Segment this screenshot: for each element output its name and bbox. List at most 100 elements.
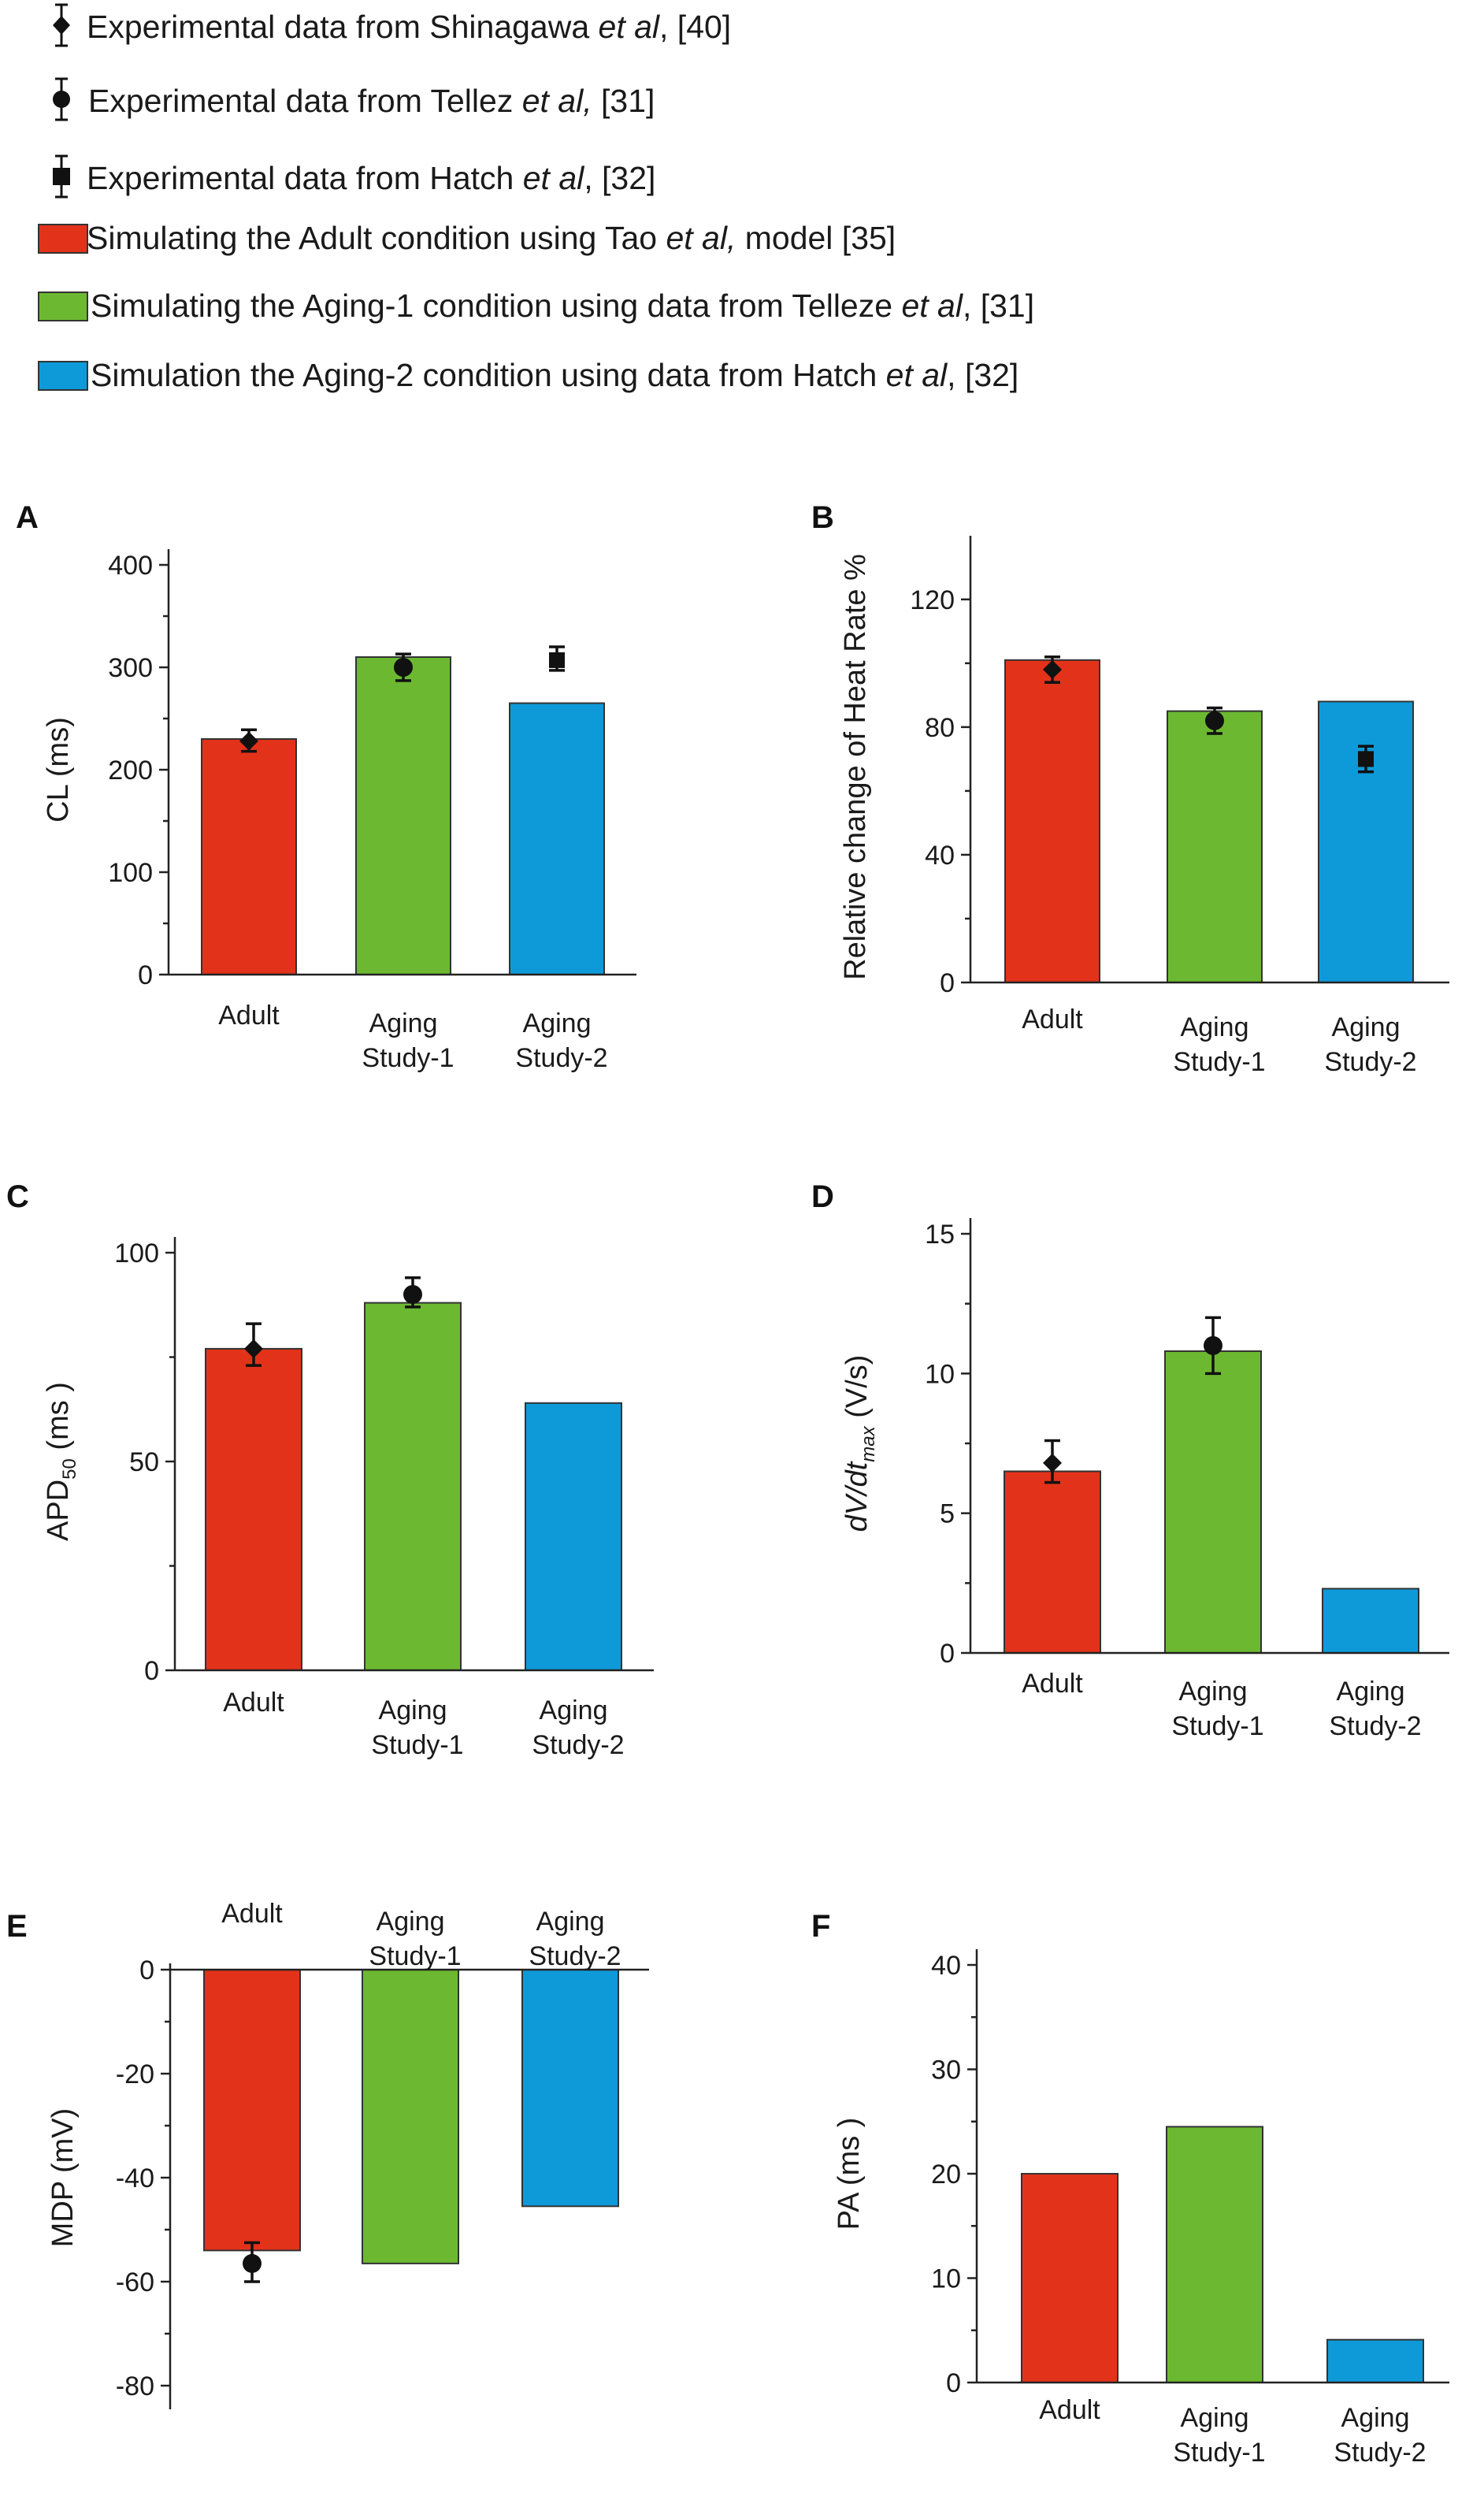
- diamond-marker: [1043, 659, 1062, 679]
- legend-item: Experimental data from Hatch et al, [32]: [32, 154, 655, 202]
- panel-b: B 0 40 80 120 Adult Aging Study-1 Aging Study-2 Re…: [811, 500, 1449, 1077]
- y-tick-label: 80: [925, 713, 955, 743]
- category-label: Adult: [1022, 1669, 1083, 1699]
- category-label: Study-1: [369, 1941, 461, 1971]
- square-marker: [1358, 751, 1374, 767]
- y-tick-label: 10: [931, 2264, 961, 2294]
- category-label: Aging: [1337, 1677, 1405, 1707]
- legend-label: Experimental data from Tellez et al, [31…: [88, 82, 655, 119]
- legend-item: Simulating the Aging-1 condition using d…: [32, 282, 1034, 329]
- bar: [355, 656, 451, 975]
- bar: [509, 702, 605, 975]
- y-tick-label: 5: [940, 1499, 955, 1529]
- category-label: Aging: [377, 1907, 445, 1937]
- aging2-swatch: [32, 351, 91, 399]
- bar: [1166, 2126, 1263, 2383]
- category-label: Study-2: [515, 1043, 607, 1073]
- y-tick-label: 0: [144, 1656, 159, 1686]
- circle-icon: [32, 77, 88, 124]
- y-tick-label: 200: [108, 756, 153, 786]
- y-tick-label: -40: [116, 2163, 154, 2193]
- legend: Experimental data from Shinagawa et al, …: [0, 0, 1484, 425]
- bar: [201, 738, 297, 975]
- bar: [1326, 2338, 1424, 2384]
- category-label: Aging: [1181, 1012, 1249, 1042]
- bar: [203, 1969, 301, 2252]
- y-axis-label: APD50 (ms ): [42, 1382, 80, 1541]
- circle-marker: [1205, 711, 1224, 730]
- aging1-swatch: [32, 282, 91, 329]
- y-tick-label: 400: [108, 551, 153, 581]
- y-tick-label: -20: [116, 2059, 154, 2089]
- y-tick-label: -60: [116, 2267, 154, 2297]
- category-label: Adult: [221, 1899, 283, 1929]
- bar: [521, 1969, 619, 2208]
- category-label: Study-1: [362, 1043, 454, 1073]
- category-label: Adult: [223, 1688, 284, 1718]
- y-axis-label: PA (ms ): [833, 2118, 866, 2230]
- bar: [1322, 1588, 1419, 1654]
- panel-f: F 0 10 20 30 40 Adult Aging Study-1 Aging Study-2 P…: [811, 1909, 1449, 2468]
- y-tick-label: 30: [931, 2056, 961, 2085]
- legend-item: Simulating the Adult condition using Tao…: [32, 214, 896, 262]
- panel-label: B: [811, 500, 834, 535]
- bar: [525, 1402, 622, 1672]
- bar: [1004, 659, 1100, 983]
- circle-marker: [403, 1285, 422, 1304]
- y-tick-label: 0: [138, 960, 153, 990]
- category-label: Aging: [523, 1008, 592, 1038]
- category-label: Study-2: [532, 1730, 624, 1760]
- y-tick-label: 0: [946, 2368, 961, 2398]
- panel-c: C 0 50 100 Adult Aging Study-1 Aging Study-2 APD5…: [6, 1179, 654, 1760]
- circle-marker: [243, 2253, 262, 2273]
- panel-a: A 0 100 200 300 400 Adult Aging Study-1 Aging Stud…: [16, 500, 636, 1073]
- category-label: Aging: [1181, 2403, 1249, 2433]
- legend-label: Simulating the Aging-1 condition using d…: [91, 287, 1035, 324]
- y-tick-label: 100: [108, 858, 153, 888]
- category-label: Study-2: [529, 1941, 621, 1971]
- diamond-icon: [32, 3, 87, 50]
- y-axis-label: Relative change of Heat Rate %: [839, 554, 872, 980]
- category-label: Study-1: [1173, 2438, 1265, 2468]
- diamond-marker: [244, 1339, 263, 1358]
- category-label: Study-2: [1329, 1711, 1421, 1741]
- y-tick-label: -80: [116, 2371, 154, 2401]
- y-tick-label: 120: [910, 585, 955, 615]
- y-tick-label: 40: [931, 1951, 961, 1981]
- category-label: Aging: [369, 1008, 438, 1038]
- y-tick-label: 0: [940, 968, 955, 998]
- category-label: Adult: [218, 1001, 280, 1031]
- category-label: Study-2: [1334, 2438, 1426, 2468]
- bar: [1318, 700, 1414, 983]
- legend-item: Experimental data from Tellez et al, [31…: [32, 77, 655, 124]
- category-label: Aging: [379, 1695, 447, 1725]
- legend-label: Experimental data from Shinagawa et al, …: [87, 8, 732, 45]
- legend-label: Experimental data from Hatch et al, [32]: [87, 159, 656, 196]
- bar: [1004, 1470, 1101, 1655]
- category-label: Study-1: [1171, 1711, 1263, 1741]
- y-tick-label: 10: [925, 1359, 955, 1389]
- diamond-marker: [1043, 1453, 1062, 1473]
- y-tick-label: 50: [129, 1447, 159, 1477]
- bar: [362, 1969, 459, 2264]
- category-label: Adult: [1039, 2395, 1100, 2425]
- y-tick-label: 40: [925, 841, 955, 871]
- panel-d: D 0 5 10 15 Adult Aging Study-1 Aging Study-2 dV/d…: [811, 1179, 1449, 1741]
- bar: [1164, 1350, 1262, 1654]
- category-label: Aging: [536, 1907, 605, 1937]
- category-label: Aging: [1332, 1012, 1401, 1042]
- bar: [364, 1302, 462, 1671]
- legend-item: Simulation the Aging-2 condition using d…: [32, 351, 1018, 399]
- category-label: Aging: [1341, 2403, 1410, 2433]
- adult-swatch: [32, 214, 88, 262]
- category-label: Aging: [540, 1695, 608, 1725]
- y-tick-label: 20: [931, 2160, 961, 2189]
- y-axis-label: dV/dtmax (V/s): [840, 1355, 879, 1532]
- panel-e: E 0 -20 -40 -60 -80 Adult Aging Study-1 Aging Stud…: [6, 1899, 649, 2409]
- y-axis-label: CL (ms): [42, 717, 75, 823]
- y-tick-label: 0: [139, 1955, 154, 1985]
- y-tick-label: 0: [940, 1639, 955, 1669]
- bar: [1021, 2173, 1119, 2383]
- category-label: Study-1: [371, 1730, 463, 1760]
